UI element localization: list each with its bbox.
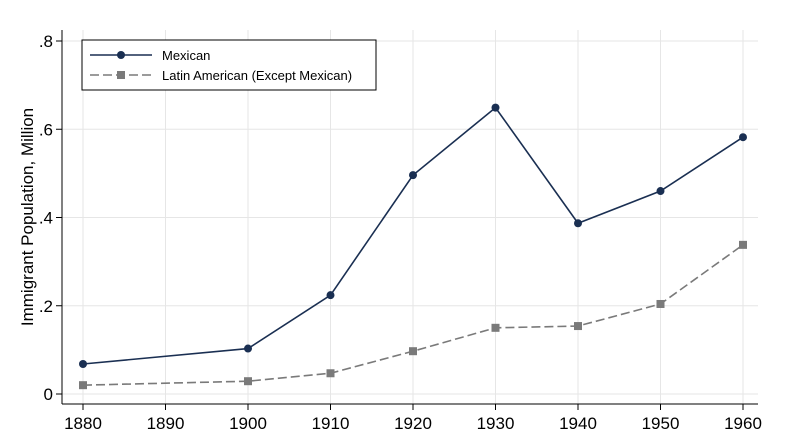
data-point [739, 240, 747, 249]
data-point [656, 187, 665, 196]
x-tick-label: 1900 [229, 414, 267, 433]
grid-lines [62, 30, 758, 404]
data-point [244, 344, 252, 353]
legend: Mexican Latin American (Except Mexican) [81, 39, 377, 91]
data-point [574, 322, 582, 331]
data-point [79, 381, 87, 390]
y-tick-label: .8 [39, 32, 53, 51]
legend-marker [117, 71, 125, 79]
data-series [79, 103, 747, 390]
data-point [326, 291, 335, 300]
data-point [326, 369, 335, 378]
y-tick-label: .4 [39, 209, 53, 228]
legend-label: Latin American (Except Mexican) [162, 68, 352, 83]
x-tick-label: 1950 [642, 414, 680, 433]
data-point [244, 377, 252, 386]
y-tick-label: 0 [44, 385, 53, 404]
x-tick-label: 1880 [64, 414, 102, 433]
data-point [491, 103, 500, 112]
series-line-mexican [82, 106, 744, 365]
data-point [409, 347, 417, 356]
data-point [79, 359, 87, 368]
series-line-latin-american [82, 244, 744, 386]
y-axis-label: Immigrant Population, Million [18, 108, 37, 326]
legend-marker [117, 51, 125, 59]
axes: 1880 1890 1900 1910 1920 1930 1940 1950 1960 0 .2.… [39, 30, 762, 433]
data-point [656, 299, 665, 308]
x-tick-label: 1960 [724, 414, 762, 433]
data-point [491, 323, 500, 332]
legend-box [81, 39, 377, 91]
x-tick-label: 1940 [559, 414, 597, 433]
legend-label: Mexican [162, 48, 210, 63]
y-tick-label: .6 [39, 120, 53, 139]
x-tick-label: 1890 [147, 414, 185, 433]
x-tick-label: 1920 [394, 414, 432, 433]
data-point [574, 219, 582, 228]
x-tick-label: 1910 [312, 414, 350, 433]
data-point [409, 171, 417, 180]
data-point [739, 133, 747, 142]
x-tick-label: 1930 [477, 414, 515, 433]
y-tick-label: .2 [39, 297, 53, 316]
